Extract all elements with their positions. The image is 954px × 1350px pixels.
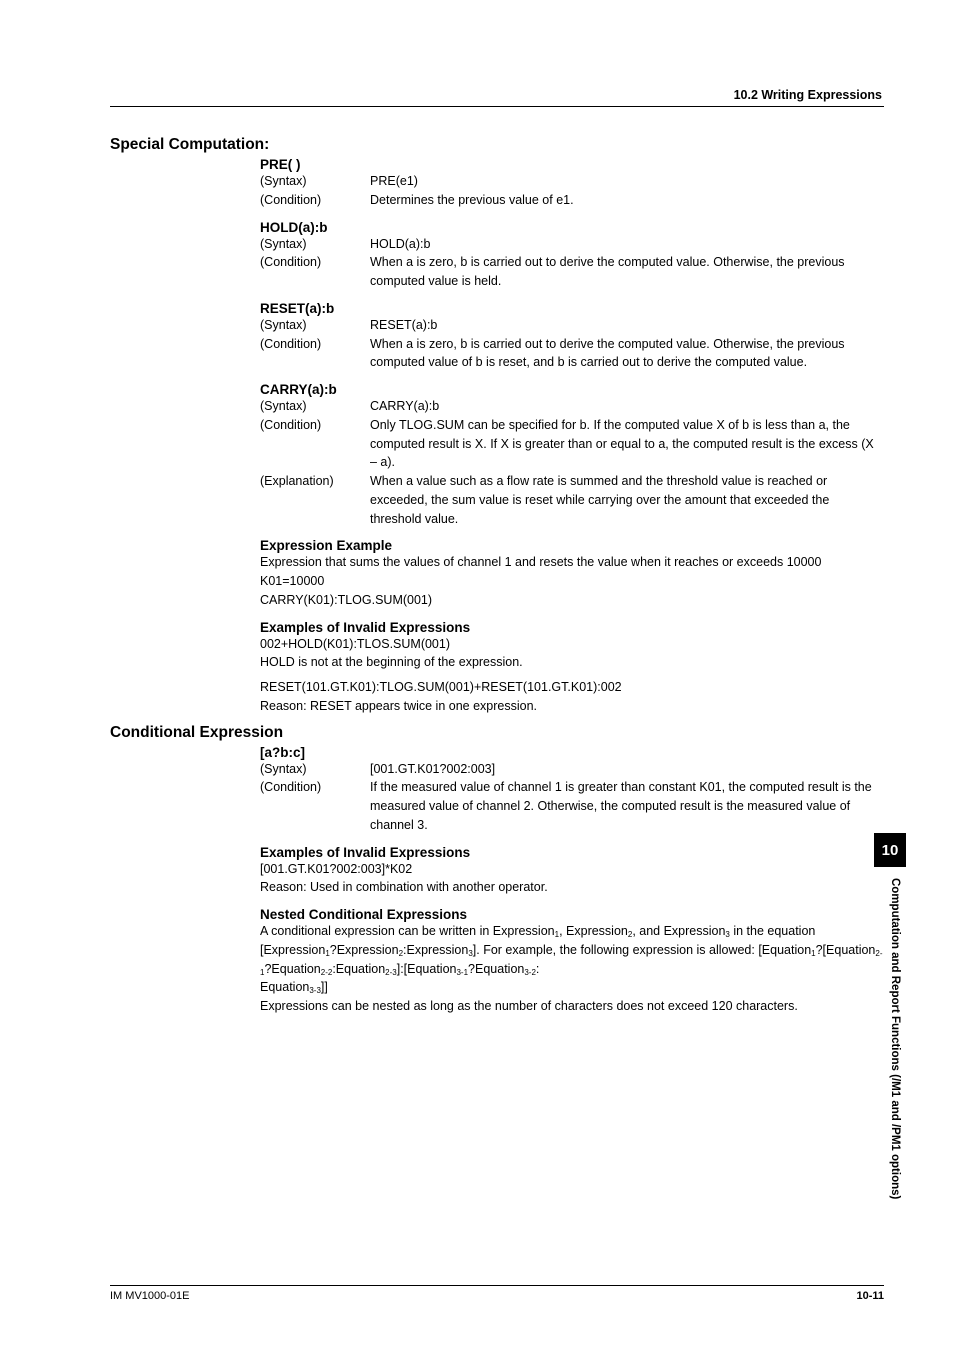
syntax-label: (Syntax) [260,397,370,416]
abc-syntax-val: [001.GT.K01?002:003] [370,760,884,779]
nested-end: Expressions can be nested as long as the… [260,997,884,1016]
abc-syntax-row: (Syntax) [001.GT.K01?002:003] [260,760,884,779]
invalid2-head: Examples of Invalid Expressions [260,845,884,860]
carry-expl-val: When a value such as a flow rate is summ… [370,472,884,528]
carry-expl-row: (Explanation) When a value such as a flo… [260,472,884,528]
carry-head: CARRY(a):b [260,382,884,397]
invalid2-l1: [001.GT.K01?002:003]*K02 [260,860,884,879]
invalid1-l3: RESET(101.GT.K01):TLOG.SUM(001)+RESET(10… [260,678,884,697]
conditional-title: Conditional Expression [110,724,884,742]
invalid1-l2: HOLD is not at the beginning of the expr… [260,653,884,672]
abc-cond-row: (Condition) If the measured value of cha… [260,778,884,834]
carry-syntax-row: (Syntax) CARRY(a):b [260,397,884,416]
expr-example-l2: K01=10000 [260,572,884,591]
footer: IM MV1000-01E 10-11 [110,1285,884,1302]
abc-cond-val: If the measured value of channel 1 is gr… [370,778,884,834]
chapter-tab: 10 [874,833,906,867]
hold-cond-row: (Condition) When a is zero, b is carried… [260,253,884,291]
chapter-side-text: Computation and Report Functions (/M1 an… [879,878,901,1278]
pre-cond-val: Determines the previous value of e1. [370,191,884,210]
carry-syntax-val: CARRY(a):b [370,397,884,416]
reset-cond-val: When a is zero, b is carried out to deri… [370,335,884,373]
reset-head: RESET(a):b [260,301,884,316]
carry-cond-val: Only TLOG.SUM can be specified for b. If… [370,416,884,472]
header-rule [110,106,884,107]
invalid1-l4: Reason: RESET appears twice in one expre… [260,697,884,716]
explanation-label: (Explanation) [260,472,370,528]
reset-syntax-val: RESET(a):b [370,316,884,335]
condition-label: (Condition) [260,191,370,210]
reset-syntax-row: (Syntax) RESET(a):b [260,316,884,335]
expr-example-l1: Expression that sums the values of chann… [260,553,884,572]
abc-head: [a?b:c] [260,745,884,760]
hold-syntax-row: (Syntax) HOLD(a):b [260,235,884,254]
syntax-label: (Syntax) [260,316,370,335]
condition-label: (Condition) [260,253,370,291]
invalid1-l1: 002+HOLD(K01):TLOS.SUM(001) [260,635,884,654]
nested-head: Nested Conditional Expressions [260,907,884,922]
pre-cond-row: (Condition) Determines the previous valu… [260,191,884,210]
nested-body: A conditional expression can be written … [260,922,884,997]
condition-label: (Condition) [260,335,370,373]
syntax-label: (Syntax) [260,172,370,191]
carry-cond-row: (Condition) Only TLOG.SUM can be specifi… [260,416,884,472]
condition-label: (Condition) [260,778,370,834]
hold-syntax-val: HOLD(a):b [370,235,884,254]
hold-cond-val: When a is zero, b is carried out to deri… [370,253,884,291]
pre-syntax-val: PRE(e1) [370,172,884,191]
reset-cond-row: (Condition) When a is zero, b is carried… [260,335,884,373]
footer-right: 10-11 [856,1290,884,1302]
footer-left: IM MV1000-01E [110,1290,189,1302]
page: 10.2 Writing Expressions Special Computa… [0,0,954,1350]
invalid2-l2: Reason: Used in combination with another… [260,878,884,897]
syntax-label: (Syntax) [260,235,370,254]
header-section-title: 10.2 Writing Expressions [734,88,882,102]
conditional-content: [a?b:c] (Syntax) [001.GT.K01?002:003] (C… [260,745,884,1016]
syntax-label: (Syntax) [260,760,370,779]
expr-example-l3: CARRY(K01):TLOG.SUM(001) [260,591,884,610]
pre-syntax-row: (Syntax) PRE(e1) [260,172,884,191]
expr-example-head: Expression Example [260,538,884,553]
special-content: PRE( ) (Syntax) PRE(e1) (Condition) Dete… [260,157,884,716]
pre-head: PRE( ) [260,157,884,172]
condition-label: (Condition) [260,416,370,472]
hold-head: HOLD(a):b [260,220,884,235]
special-computation-title: Special Computation: [110,136,884,154]
invalid1-head: Examples of Invalid Expressions [260,620,884,635]
